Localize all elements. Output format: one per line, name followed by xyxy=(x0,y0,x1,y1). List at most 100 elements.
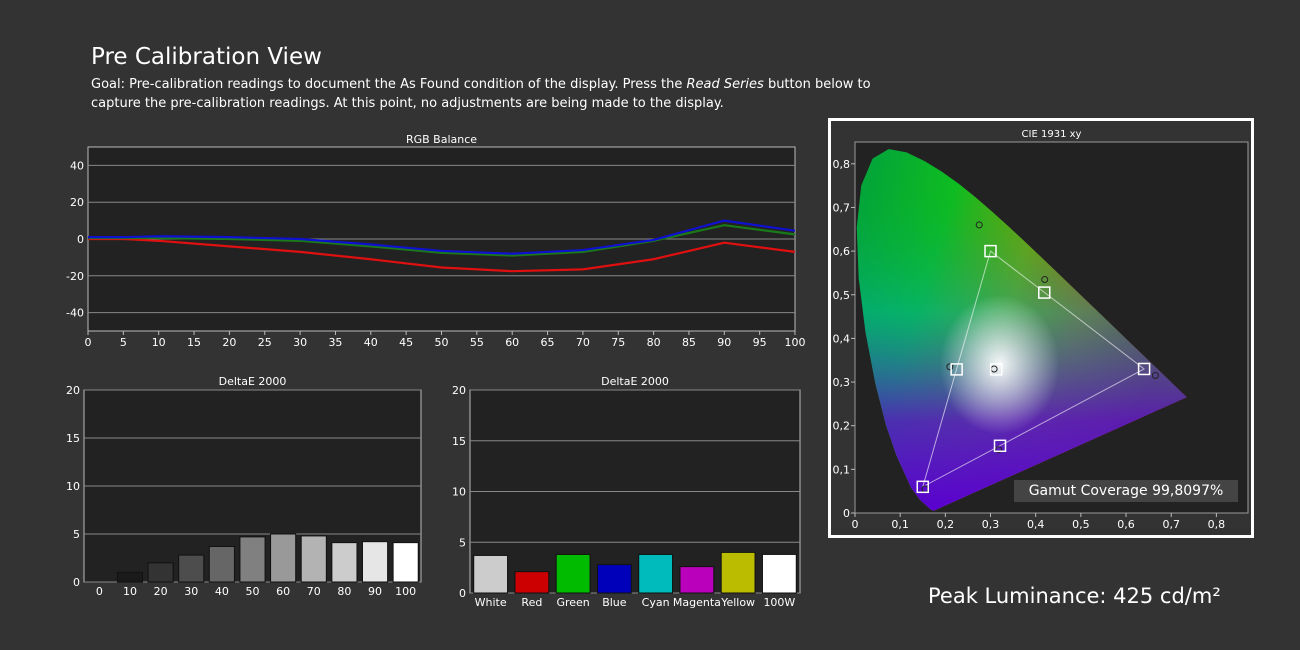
de-color-y-tick-label: 0 xyxy=(459,587,466,600)
de-color-bar xyxy=(638,553,674,594)
de-gray-x-tick-label: 30 xyxy=(184,585,198,598)
rgb-x-tick-label: 60 xyxy=(505,336,519,349)
rgb-y-tick-label: 40 xyxy=(70,159,84,172)
de-gray-bar xyxy=(239,536,266,583)
rgb-balance-chart: RGB Balance 40 20 0 -20 -40 0 5 10 15 20 25 30 35 40 45… xyxy=(66,133,806,349)
cie-y-tick-label: 0,8 xyxy=(833,158,851,171)
de-gray-y-tick-label: 0 xyxy=(73,576,80,589)
rgb-x-tick-label: 45 xyxy=(399,336,413,349)
cie-chart-frame: CIE 1931 xy 0 0,1 0,2 0,3 0,4 0,5 0,6 0,7 0,8 0,8 0… xyxy=(828,118,1254,538)
cie-target-point xyxy=(916,480,930,494)
de-color-x-tick-label: Green xyxy=(556,596,589,609)
de-color-chart-title: DeltaE 2000 xyxy=(601,375,669,388)
goal-emphasis: Read Series xyxy=(686,77,764,92)
cie-y-tick-label: 0,4 xyxy=(833,332,851,345)
rgb-x-tick-label: 5 xyxy=(120,336,127,349)
goal-prefix: Goal: Pre-calibration readings to docume… xyxy=(91,77,687,92)
de-gray-x-tick-label: 80 xyxy=(337,585,351,598)
de-color-bar xyxy=(679,566,715,594)
cie-x-tick-label: 0,7 xyxy=(1162,518,1180,531)
cie-target-point xyxy=(984,244,997,258)
cie-y-tick-label: 0,1 xyxy=(833,463,851,476)
de-color-bar xyxy=(720,551,756,594)
de-color-x-tick-label: White xyxy=(475,596,507,609)
de-color-x-tick-label: Magenta xyxy=(673,596,721,609)
rgb-x-tick-label: 50 xyxy=(435,336,449,349)
cie-x-tick-label: 0,2 xyxy=(937,518,955,531)
de-color-x-tick-label: Blue xyxy=(602,596,627,609)
de-gray-y-tick-label: 15 xyxy=(66,432,80,445)
cie-x-tick-label: 0,1 xyxy=(891,518,909,531)
rgb-y-tick-label: 0 xyxy=(77,233,84,246)
rgb-series-line-2 xyxy=(88,219,796,255)
de-color-bar xyxy=(514,571,550,594)
cie-y-tick-label: 0,6 xyxy=(833,245,851,258)
de-color-bar xyxy=(761,553,797,594)
rgb-x-tick-label: 25 xyxy=(258,336,272,349)
cie-measured-point xyxy=(1041,275,1049,283)
rgb-x-tick-label: 70 xyxy=(576,336,590,349)
rgb-x-tick-label: 20 xyxy=(222,336,236,349)
de-gray-chart-title: DeltaE 2000 xyxy=(219,375,287,388)
cie-measured-point xyxy=(995,446,1003,454)
de-color-bar xyxy=(555,553,591,594)
cie-y-tick-label: 0,7 xyxy=(833,201,851,214)
de-color-x-tick-label: Yellow xyxy=(720,596,755,609)
cie-chart-title: CIE 1931 xy xyxy=(1022,129,1082,140)
cie-target-point xyxy=(990,363,1003,376)
de-gray-y-tick-label: 20 xyxy=(66,384,80,397)
rgb-x-tick-label: 15 xyxy=(187,336,201,349)
gamut-coverage-label: Gamut Coverage 99,8097% xyxy=(1014,480,1238,502)
cie-x-tick-label: 0,8 xyxy=(1208,518,1226,531)
de-gray-bar xyxy=(116,571,144,583)
cie-x-tick-label: 0,6 xyxy=(1117,518,1135,531)
de-gray-bar xyxy=(270,533,297,583)
rgb-x-tick-label: 75 xyxy=(611,336,625,349)
de-gray-y-tick-label: 5 xyxy=(73,528,80,541)
de-gray-x-tick-label: 40 xyxy=(215,585,229,598)
cie-y-tick-label: 0,2 xyxy=(833,420,851,433)
rgb-y-tick-label: -20 xyxy=(66,270,84,283)
cie-target-point xyxy=(950,363,963,376)
de-gray-bar xyxy=(361,541,389,583)
rgb-y-tick-label: -40 xyxy=(66,307,84,320)
de-color-bar xyxy=(596,564,632,594)
rgb-chart-title: RGB Balance xyxy=(406,133,477,146)
peak-luminance-label: Peak Luminance: 425 cd/m² xyxy=(928,584,1221,608)
de-gray-y-tick-label: 10 xyxy=(66,480,80,493)
cie-target-point xyxy=(1038,286,1051,299)
de-gray-bar xyxy=(208,545,235,583)
rgb-x-tick-label: 40 xyxy=(364,336,378,349)
de-color-x-tick-label: 100W xyxy=(763,596,795,609)
rgb-x-tick-label: 100 xyxy=(785,336,806,349)
de-color-y-tick-label: 20 xyxy=(452,384,466,397)
cie-x-tick-label: 0,4 xyxy=(1027,518,1045,531)
de-gray-bar xyxy=(147,562,174,583)
de-gray-x-tick-label: 20 xyxy=(154,585,168,598)
de-color-y-tick-label: 10 xyxy=(452,486,466,499)
rgb-x-tick-label: 80 xyxy=(647,336,661,349)
rgb-x-tick-label: 35 xyxy=(328,336,342,349)
rgb-y-tick-label: 20 xyxy=(70,196,84,209)
de-gray-bar xyxy=(300,535,327,583)
de-color-x-tick-label: Red xyxy=(521,596,542,609)
cie-measured-point xyxy=(975,221,983,229)
cie-x-tick-label: 0,3 xyxy=(982,518,1000,531)
cie-chart: CIE 1931 xy 0 0,1 0,2 0,3 0,4 0,5 0,6 0,7 0,8 0,8 0… xyxy=(833,129,1249,531)
rgb-x-tick-label: 10 xyxy=(152,336,166,349)
rgb-series-line-1 xyxy=(88,224,796,257)
cie-measured-point xyxy=(946,363,954,371)
deltae-color-chart: DeltaE 2000 20 15 10 5 0 White Red Green Blue Cyan… xyxy=(452,375,801,609)
rgb-x-tick-label: 65 xyxy=(541,336,555,349)
cie-x-tick-label: 0 xyxy=(852,518,859,531)
rgb-x-tick-label: 55 xyxy=(470,336,484,349)
de-color-y-tick-label: 15 xyxy=(452,435,466,448)
cie-x-tick-label: 0,5 xyxy=(1072,518,1090,531)
goal-suffix: button below to capture the pre-calibrat… xyxy=(91,77,871,111)
rgb-x-tick-label: 0 xyxy=(85,336,92,349)
de-gray-x-tick-label: 70 xyxy=(307,585,321,598)
de-color-bar xyxy=(473,554,509,594)
cie-y-tick-label: 0,5 xyxy=(833,289,851,302)
de-gray-x-tick-label: 10 xyxy=(123,585,137,598)
rgb-series-line-0 xyxy=(88,237,796,273)
